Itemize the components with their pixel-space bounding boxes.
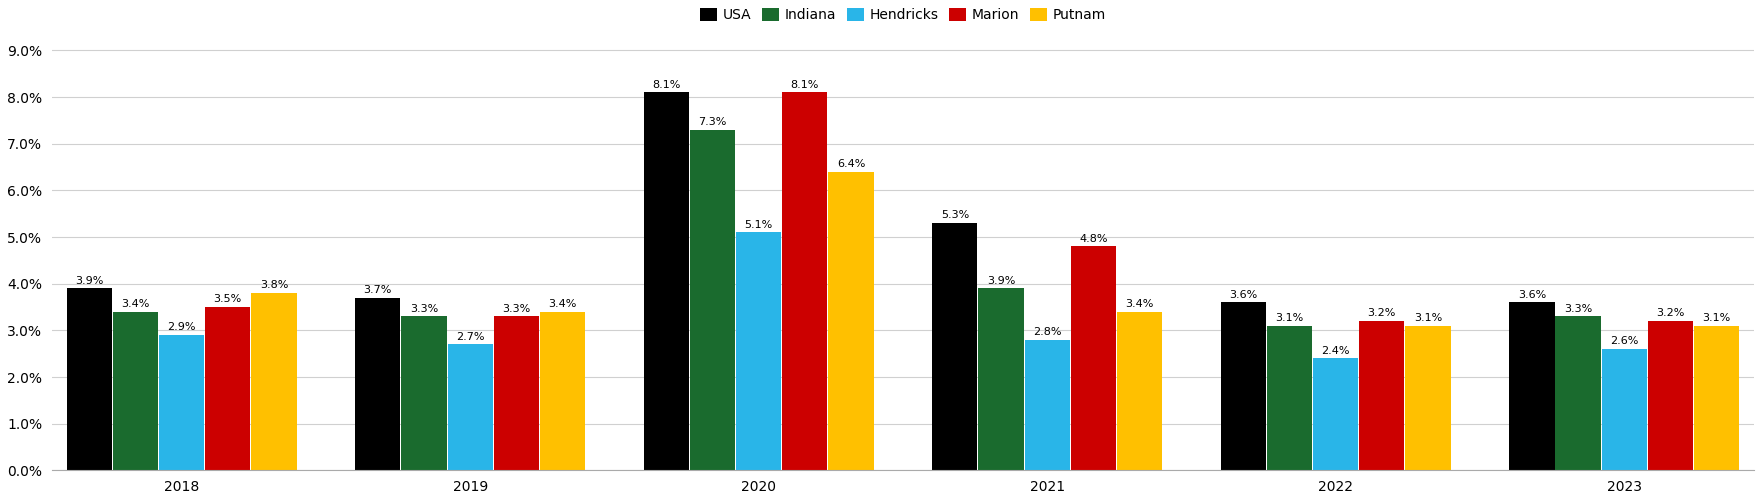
Text: 3.7%: 3.7% bbox=[363, 285, 393, 295]
Text: 3.4%: 3.4% bbox=[548, 299, 576, 309]
Text: 4.8%: 4.8% bbox=[1079, 233, 1108, 243]
Text: 3.4%: 3.4% bbox=[122, 299, 150, 309]
Bar bbox=[932, 223, 977, 470]
Text: 2.9%: 2.9% bbox=[167, 322, 195, 332]
Bar bbox=[782, 92, 828, 470]
Bar bbox=[252, 293, 296, 470]
Text: 3.8%: 3.8% bbox=[261, 280, 289, 290]
Bar bbox=[645, 92, 689, 470]
Bar bbox=[1648, 321, 1692, 470]
Text: 3.6%: 3.6% bbox=[1229, 290, 1257, 300]
Bar bbox=[1266, 326, 1312, 470]
Text: 6.4%: 6.4% bbox=[836, 159, 865, 169]
Text: 3.3%: 3.3% bbox=[1564, 304, 1592, 314]
Bar bbox=[828, 172, 873, 470]
Bar bbox=[1509, 302, 1555, 470]
Bar bbox=[1694, 326, 1740, 470]
Text: 5.3%: 5.3% bbox=[940, 210, 969, 220]
Bar bbox=[356, 298, 400, 470]
Text: 3.1%: 3.1% bbox=[1414, 313, 1442, 323]
Text: 2.7%: 2.7% bbox=[456, 332, 484, 342]
Text: 3.5%: 3.5% bbox=[213, 294, 241, 304]
Bar bbox=[67, 289, 113, 470]
Text: 5.1%: 5.1% bbox=[745, 219, 773, 229]
Text: 3.1%: 3.1% bbox=[1275, 313, 1303, 323]
Bar bbox=[541, 312, 585, 470]
Text: 3.3%: 3.3% bbox=[410, 304, 438, 314]
Text: 2.4%: 2.4% bbox=[1321, 346, 1351, 356]
Text: 8.1%: 8.1% bbox=[652, 80, 680, 90]
Bar bbox=[447, 344, 493, 470]
Bar bbox=[1405, 326, 1451, 470]
Bar bbox=[979, 289, 1023, 470]
Bar bbox=[1025, 340, 1069, 470]
Text: 3.9%: 3.9% bbox=[76, 276, 104, 286]
Bar bbox=[206, 307, 250, 470]
Bar bbox=[1071, 246, 1116, 470]
Bar bbox=[736, 232, 782, 470]
Text: 3.6%: 3.6% bbox=[1518, 290, 1546, 300]
Bar bbox=[158, 335, 204, 470]
Text: 3.2%: 3.2% bbox=[1655, 308, 1685, 318]
Bar bbox=[1601, 349, 1647, 470]
Bar bbox=[1220, 302, 1266, 470]
Bar bbox=[1314, 358, 1358, 470]
Bar bbox=[493, 316, 539, 470]
Bar bbox=[1116, 312, 1162, 470]
Text: 2.6%: 2.6% bbox=[1610, 336, 1638, 346]
Bar bbox=[690, 130, 734, 470]
Bar bbox=[113, 312, 158, 470]
Legend: USA, Indiana, Hendricks, Marion, Putnam: USA, Indiana, Hendricks, Marion, Putnam bbox=[694, 3, 1111, 28]
Bar bbox=[1359, 321, 1405, 470]
Text: 3.3%: 3.3% bbox=[502, 304, 530, 314]
Text: 3.9%: 3.9% bbox=[986, 276, 1014, 286]
Text: 2.8%: 2.8% bbox=[1034, 327, 1062, 337]
Text: 3.2%: 3.2% bbox=[1368, 308, 1396, 318]
Text: 7.3%: 7.3% bbox=[699, 117, 727, 127]
Bar bbox=[402, 316, 447, 470]
Text: 8.1%: 8.1% bbox=[791, 80, 819, 90]
Text: 3.1%: 3.1% bbox=[1703, 313, 1731, 323]
Bar bbox=[1555, 316, 1601, 470]
Text: 3.4%: 3.4% bbox=[1125, 299, 1153, 309]
